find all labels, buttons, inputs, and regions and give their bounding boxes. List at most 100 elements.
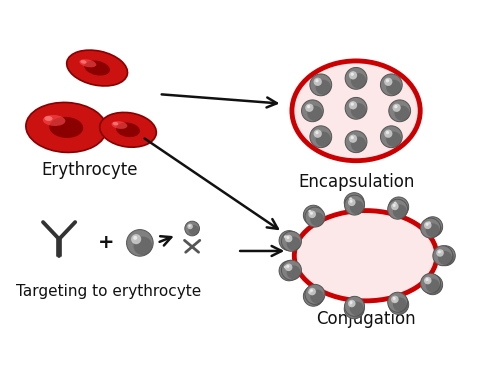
Circle shape [285, 235, 292, 242]
Circle shape [302, 100, 324, 122]
Circle shape [316, 131, 318, 134]
Circle shape [386, 79, 389, 82]
Circle shape [351, 137, 366, 152]
Circle shape [282, 234, 290, 241]
Circle shape [126, 230, 153, 256]
Circle shape [133, 236, 137, 240]
Ellipse shape [80, 59, 96, 68]
Circle shape [345, 131, 367, 153]
Circle shape [386, 80, 402, 95]
Circle shape [428, 221, 430, 225]
Circle shape [438, 250, 441, 254]
Circle shape [344, 299, 364, 319]
Ellipse shape [66, 50, 128, 86]
Circle shape [351, 73, 366, 88]
Circle shape [350, 301, 352, 304]
Circle shape [284, 266, 287, 269]
Circle shape [305, 284, 325, 304]
Circle shape [426, 220, 434, 228]
Text: Erythrocyte: Erythrocyte [42, 161, 138, 179]
Ellipse shape [112, 121, 128, 129]
Circle shape [284, 235, 287, 238]
Circle shape [349, 101, 357, 109]
Circle shape [438, 249, 446, 257]
Circle shape [420, 218, 440, 238]
Circle shape [350, 304, 364, 318]
Circle shape [384, 78, 392, 86]
Ellipse shape [84, 61, 110, 76]
Circle shape [433, 246, 453, 266]
Circle shape [436, 246, 456, 266]
Circle shape [393, 204, 407, 218]
Circle shape [426, 278, 434, 286]
Ellipse shape [43, 115, 66, 126]
Circle shape [350, 102, 354, 106]
Circle shape [428, 222, 442, 236]
Circle shape [424, 277, 432, 284]
Ellipse shape [80, 60, 86, 63]
Circle shape [349, 135, 357, 143]
Circle shape [286, 236, 300, 251]
Circle shape [380, 74, 402, 96]
Circle shape [307, 106, 322, 121]
Circle shape [134, 236, 152, 255]
Circle shape [310, 212, 313, 215]
Circle shape [185, 221, 200, 236]
Circle shape [308, 210, 322, 224]
Circle shape [350, 302, 364, 316]
Ellipse shape [26, 102, 106, 152]
Circle shape [420, 273, 440, 293]
Circle shape [310, 126, 332, 148]
Circle shape [350, 200, 364, 214]
Circle shape [394, 300, 408, 314]
Ellipse shape [112, 122, 118, 126]
Circle shape [350, 200, 352, 203]
Circle shape [314, 78, 322, 86]
Circle shape [348, 199, 356, 206]
Circle shape [349, 71, 357, 80]
Circle shape [422, 275, 442, 295]
Circle shape [310, 290, 324, 304]
Circle shape [391, 296, 398, 303]
Circle shape [310, 212, 324, 226]
Circle shape [350, 198, 364, 212]
Circle shape [308, 291, 312, 294]
Circle shape [348, 196, 355, 204]
Circle shape [394, 202, 408, 216]
Circle shape [345, 68, 367, 89]
Circle shape [131, 234, 141, 244]
Circle shape [428, 279, 430, 283]
Ellipse shape [294, 211, 437, 301]
Circle shape [286, 265, 300, 279]
Circle shape [388, 295, 408, 315]
Circle shape [316, 131, 331, 147]
Circle shape [308, 288, 316, 295]
Text: Targeting to erythrocyte: Targeting to erythrocyte [16, 284, 202, 299]
Circle shape [392, 103, 401, 112]
Ellipse shape [100, 112, 156, 147]
Circle shape [282, 231, 302, 251]
Circle shape [344, 195, 364, 215]
Circle shape [392, 298, 400, 305]
Text: Conjugation: Conjugation [316, 310, 416, 328]
Circle shape [384, 130, 392, 138]
Circle shape [436, 249, 444, 257]
Circle shape [344, 193, 364, 212]
Circle shape [284, 236, 298, 250]
Circle shape [350, 73, 354, 76]
Circle shape [440, 251, 454, 265]
Circle shape [314, 130, 322, 138]
Circle shape [284, 266, 298, 280]
Circle shape [344, 296, 364, 316]
Circle shape [279, 261, 299, 281]
Circle shape [286, 265, 290, 268]
Circle shape [308, 291, 322, 305]
Circle shape [307, 208, 314, 216]
Circle shape [392, 204, 396, 207]
Circle shape [310, 74, 332, 96]
Circle shape [188, 225, 199, 235]
Circle shape [393, 297, 407, 312]
Circle shape [345, 97, 367, 119]
Circle shape [424, 222, 432, 229]
Circle shape [438, 251, 452, 265]
